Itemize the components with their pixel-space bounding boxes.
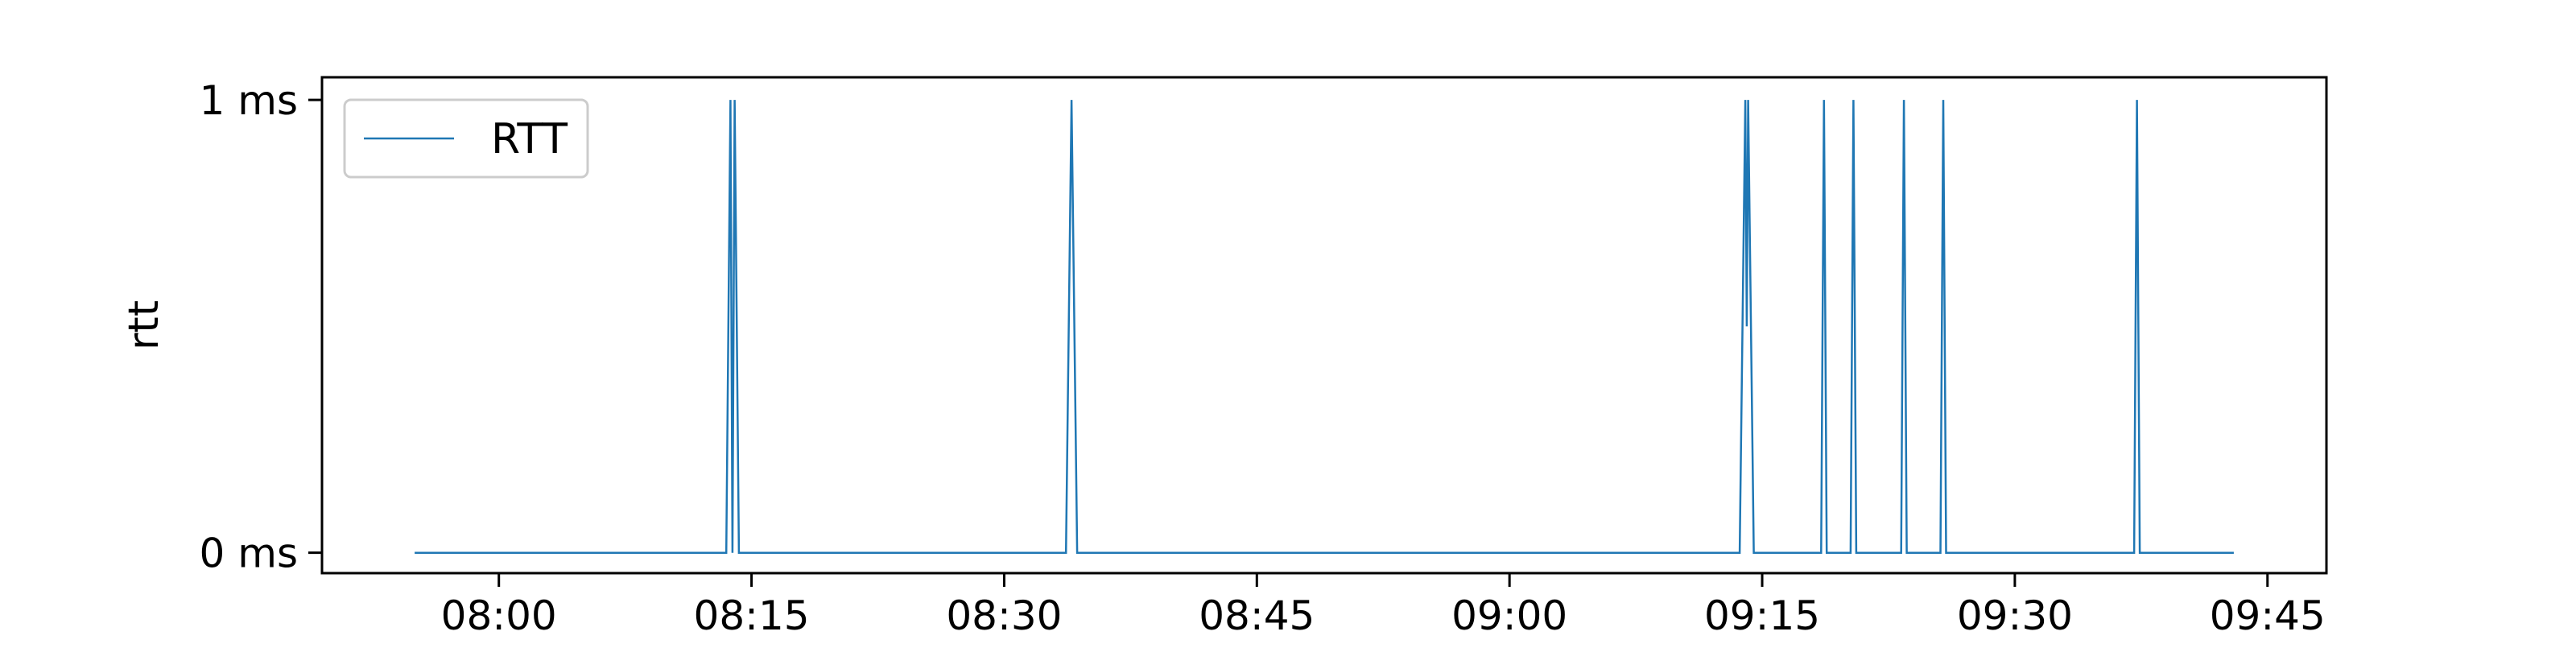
x-tick-label: 09:00	[1451, 592, 1567, 639]
x-tick-label: 08:00	[441, 592, 557, 639]
x-tick-label: 08:45	[1199, 592, 1315, 639]
plot-frame	[320, 76, 2328, 575]
x-tick-label: 08:30	[946, 592, 1062, 639]
series-layer	[415, 100, 2234, 554]
x-tick-label: 09:30	[1957, 592, 2073, 639]
x-tick-label: 08:15	[694, 592, 810, 639]
y-tick-label: 1 ms	[200, 77, 298, 124]
x-axis: 08:00 08:15 08:30 08:45 09:00 09:15 09:30 09:45	[441, 573, 2326, 639]
series-line-rtt	[415, 100, 2234, 554]
x-tick-label: 09:45	[2210, 592, 2326, 639]
y-axis-label: rtt	[120, 300, 168, 350]
legend-box	[343, 98, 589, 179]
y-axis: 0 ms 1 ms	[200, 77, 322, 577]
legend-label-rtt: RTT	[491, 115, 568, 163]
y-tick-label: 0 ms	[200, 530, 298, 577]
legend: RTT	[343, 98, 589, 179]
x-tick-label: 09:15	[1704, 592, 1820, 639]
